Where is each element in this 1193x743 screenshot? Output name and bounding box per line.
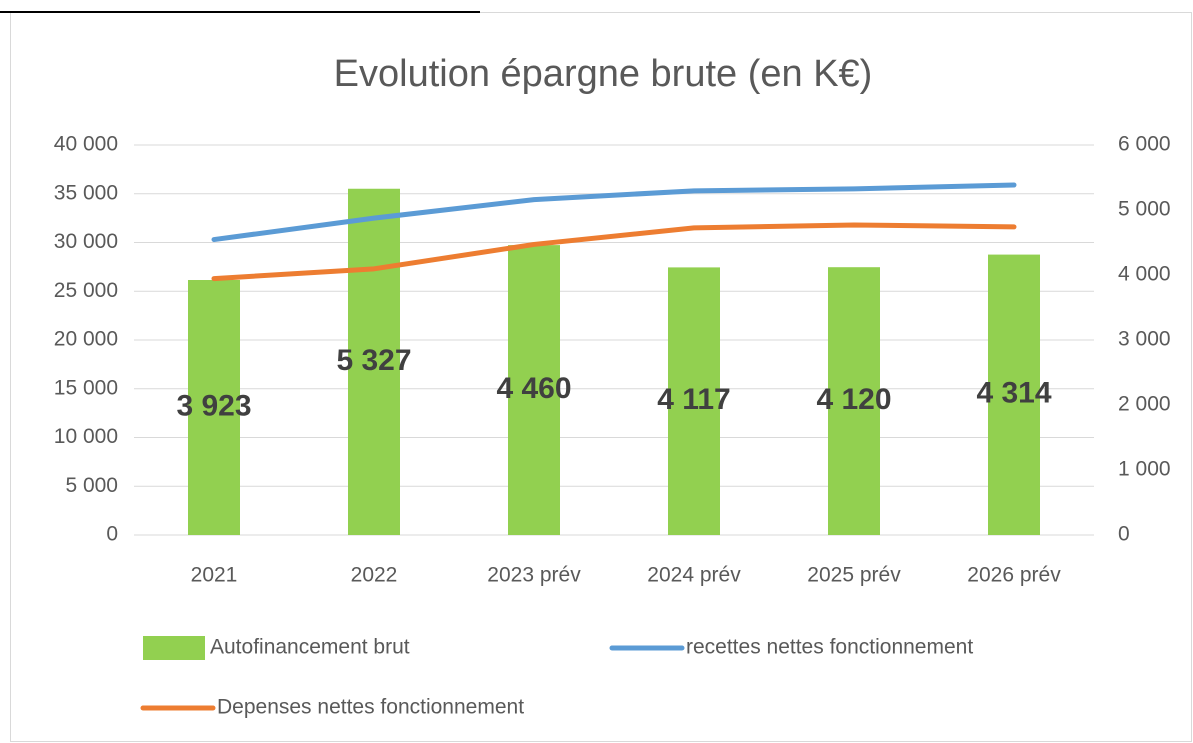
line-series bbox=[211, 182, 1017, 243]
data-label: 4 314 bbox=[976, 377, 1051, 410]
bar bbox=[508, 245, 560, 535]
bar bbox=[348, 188, 400, 535]
y2-tick-label: 1 000 bbox=[1118, 458, 1171, 481]
y-tick-label: 5 000 bbox=[65, 474, 118, 497]
legend-label: Depenses nettes fonctionnement bbox=[217, 696, 524, 719]
legend-label: recettes nettes fonctionnement bbox=[686, 636, 973, 659]
line-series bbox=[211, 222, 1017, 282]
y-tick-label: 10 000 bbox=[54, 425, 118, 448]
data-label: 4 460 bbox=[496, 372, 571, 405]
y-tick-label: 15 000 bbox=[54, 376, 118, 399]
y2-tick-label: 2 000 bbox=[1118, 393, 1171, 416]
x-tick-label: 2026 prév bbox=[967, 564, 1061, 587]
y-tick-label: 0 bbox=[106, 523, 118, 546]
x-tick-label: 2022 bbox=[351, 564, 398, 587]
bar bbox=[188, 280, 240, 535]
x-tick-label: 2021 bbox=[191, 564, 238, 587]
chart-title: Evolution épargne brute (en K€) bbox=[334, 53, 873, 95]
y2-tick-label: 5 000 bbox=[1118, 198, 1171, 221]
x-tick-label: 2024 prév bbox=[647, 564, 741, 587]
data-label: 4 120 bbox=[816, 383, 891, 416]
y2-tick-label: 4 000 bbox=[1118, 263, 1171, 286]
data-label: 3 923 bbox=[176, 389, 251, 422]
bar bbox=[668, 267, 720, 535]
y-tick-label: 25 000 bbox=[54, 279, 118, 302]
y-tick-label: 30 000 bbox=[54, 230, 118, 253]
y2-tick-label: 6 000 bbox=[1118, 133, 1171, 156]
data-label: 4 117 bbox=[657, 383, 730, 416]
y-tick-label: 40 000 bbox=[54, 133, 118, 156]
y-tick-label: 20 000 bbox=[54, 328, 118, 351]
y-tick-label: 35 000 bbox=[54, 181, 118, 204]
legend-swatch bbox=[143, 636, 205, 660]
legend-label: Autofinancement brut bbox=[210, 636, 410, 659]
x-tick-label: 2023 prév bbox=[487, 564, 581, 587]
y2-tick-label: 0 bbox=[1118, 523, 1130, 546]
y2-tick-label: 3 000 bbox=[1118, 328, 1171, 351]
bar bbox=[988, 254, 1040, 535]
x-tick-label: 2025 prév bbox=[807, 564, 901, 587]
bar bbox=[828, 267, 880, 535]
data-label: 5 327 bbox=[336, 344, 411, 377]
